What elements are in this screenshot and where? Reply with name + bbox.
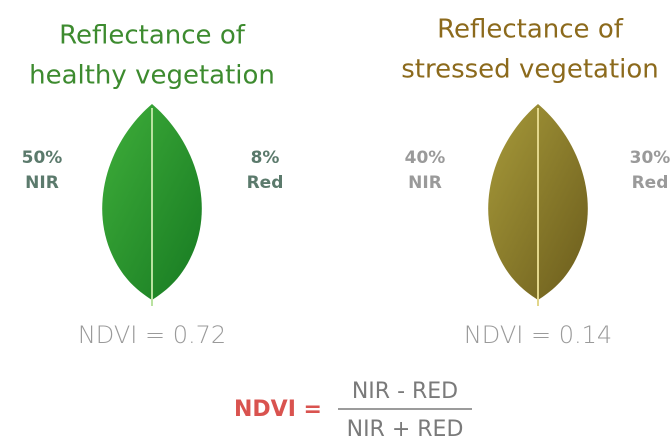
ndvi-diagram: Reflectance of healthy vegetation 50% NI…: [0, 0, 672, 446]
band-label: Red: [247, 173, 284, 193]
band-label: NIR: [25, 173, 59, 193]
percent-label: 30%: [630, 148, 671, 168]
panel-title: healthy vegetation: [29, 61, 275, 91]
ndvi-value: NDVI = 0.14: [464, 321, 612, 349]
band-label: NIR: [408, 173, 442, 193]
formula-lhs: NDVI =: [234, 397, 322, 422]
ndvi-value: NDVI = 0.72: [78, 321, 226, 349]
formula-denominator: NIR + RED: [347, 417, 464, 442]
percent-label: 40%: [405, 148, 446, 168]
panel-title: Reflectance of: [437, 15, 624, 45]
band-label: Red: [632, 173, 669, 193]
leaf-stressed: [488, 104, 588, 306]
panel-title: stressed vegetation: [401, 55, 659, 85]
panel-title: Reflectance of: [59, 21, 246, 51]
leaf-healthy: [102, 104, 202, 306]
percent-label: 50%: [22, 148, 63, 168]
formula-numerator: NIR - RED: [352, 379, 458, 404]
percent-label: 8%: [251, 148, 280, 168]
